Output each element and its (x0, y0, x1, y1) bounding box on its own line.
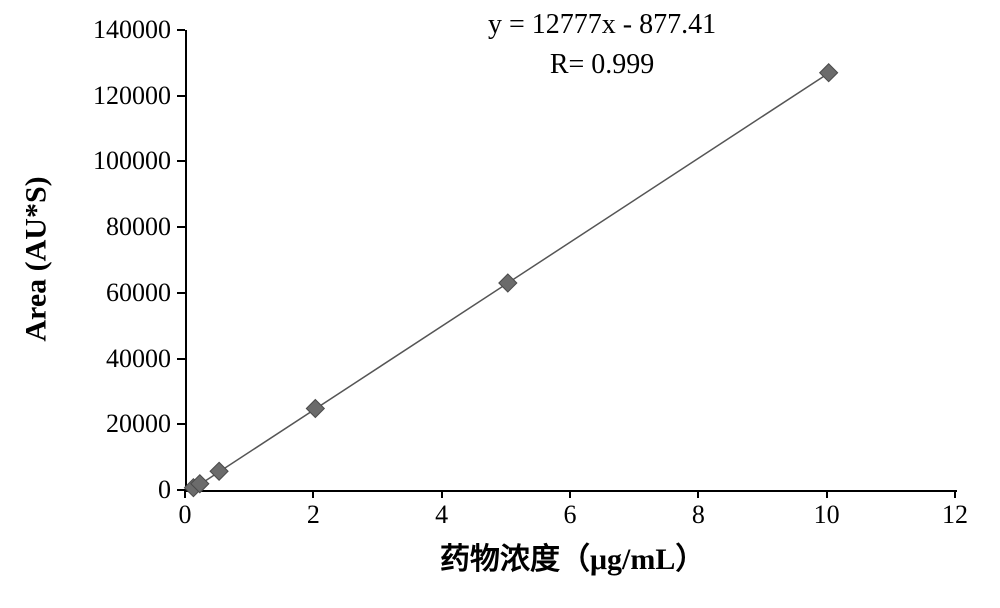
x-tick (569, 490, 571, 498)
y-tick (177, 95, 185, 97)
x-axis-title: 药物浓度（μg/mL） (440, 534, 705, 578)
x-tick (312, 490, 314, 498)
fit-equation: y = 12777x - 877.41 (488, 9, 716, 41)
y-tick-label: 80000 (0, 212, 171, 242)
x-tick-label: 0 (179, 500, 192, 530)
data-point (499, 274, 517, 292)
x-tick (697, 490, 699, 498)
y-tick-label: 40000 (0, 344, 171, 374)
data-point (820, 64, 838, 82)
fit-r-value: R= 0.999 (550, 49, 654, 81)
x-tick-label: 4 (435, 500, 448, 530)
data-point (210, 462, 228, 480)
y-tick-label: 120000 (0, 81, 171, 111)
y-tick-label: 20000 (0, 409, 171, 439)
plot-area (185, 30, 957, 492)
x-tick-label: 8 (692, 500, 705, 530)
x-tick (826, 490, 828, 498)
y-axis-title: Area (AU*S) (20, 176, 54, 341)
x-tick (184, 490, 186, 498)
data-point (306, 400, 324, 418)
y-tick-label: 100000 (0, 146, 171, 176)
y-tick (177, 226, 185, 228)
x-tick-label: 2 (307, 500, 320, 530)
x-tick (441, 490, 443, 498)
y-tick (177, 292, 185, 294)
chart-container: Area (AU*S) 药物浓度（μg/mL） y = 12777x - 877… (0, 0, 1000, 608)
y-tick (177, 358, 185, 360)
x-tick-label: 6 (564, 500, 577, 530)
y-tick-label: 0 (0, 475, 171, 505)
chart-svg (187, 30, 957, 490)
x-tick-label: 12 (942, 500, 968, 530)
x-tick (954, 490, 956, 498)
y-tick (177, 423, 185, 425)
x-tick-label: 10 (814, 500, 840, 530)
y-tick (177, 29, 185, 31)
y-tick-label: 60000 (0, 278, 171, 308)
y-tick (177, 160, 185, 162)
y-tick-label: 140000 (0, 15, 171, 45)
